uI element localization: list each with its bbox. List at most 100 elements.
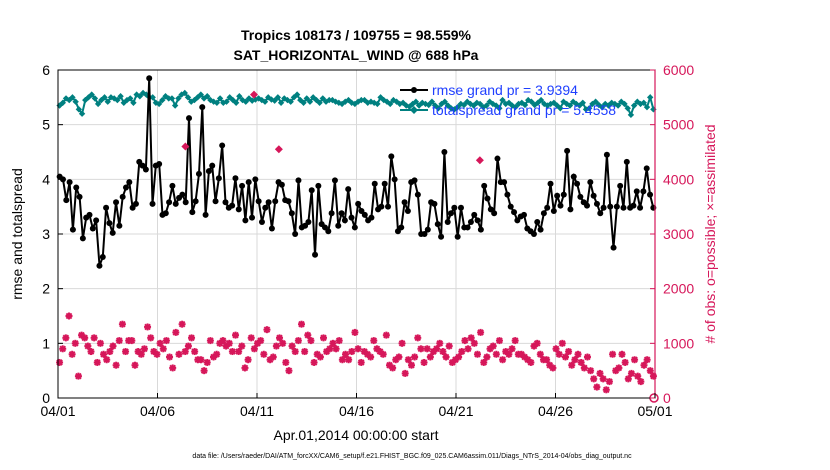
obs-point — [379, 350, 387, 358]
totalspread-point — [197, 91, 205, 98]
obs-point — [558, 339, 566, 347]
totalspread-point — [608, 99, 615, 106]
rmse-point — [404, 208, 411, 215]
obs-point — [137, 350, 145, 358]
y-axis-label-right: # of obs: o=possible; ×=assimilated — [702, 124, 718, 343]
totalspread-point — [326, 96, 333, 104]
totalspread-point — [306, 98, 314, 105]
totalspread-point — [618, 98, 625, 105]
rmse-point — [305, 218, 312, 225]
totalspread-point — [534, 99, 542, 106]
totalspread-point — [165, 95, 172, 102]
obs-point — [247, 334, 255, 342]
x-tick-label: 04/11 — [240, 403, 274, 419]
rmse-point — [537, 226, 544, 233]
obs-point — [106, 348, 114, 356]
totalspread-point — [441, 98, 448, 105]
left-tick-label: 5 — [42, 117, 50, 133]
rmse-point — [186, 115, 193, 122]
obs-point — [175, 350, 183, 358]
right-tick-label: 1000 — [663, 335, 694, 351]
rmse-point — [312, 251, 319, 258]
obs-point — [495, 337, 503, 345]
rmse-point — [570, 173, 577, 180]
obs-point — [103, 356, 111, 364]
totalspread-point — [650, 106, 657, 113]
rmse-point — [258, 218, 265, 225]
left-axis-ticks: 0 1 2 3 4 5 6 — [42, 62, 63, 406]
rmse-point — [268, 225, 275, 232]
obs-point — [81, 334, 89, 342]
totalspread-point — [194, 94, 201, 101]
rmse-point — [93, 217, 100, 224]
obs-point — [442, 353, 450, 361]
rmse-point — [113, 199, 120, 206]
obs-point — [552, 345, 560, 353]
rmse-point — [494, 155, 501, 162]
obs-point — [166, 353, 174, 361]
rmse-point — [162, 210, 169, 217]
obs-point — [357, 358, 365, 366]
highlight-point — [274, 145, 283, 154]
right-axis-ticks: 0 1000 2000 3000 4000 5000 6000 — [650, 62, 694, 406]
rmse-point — [119, 193, 126, 200]
rmse-point — [89, 225, 96, 232]
rmse-point — [278, 181, 285, 188]
totalspread-point — [630, 102, 638, 109]
rmse-point — [593, 200, 600, 207]
obs-point — [68, 350, 76, 358]
obs-point — [577, 358, 585, 366]
totalspread-point — [232, 99, 240, 106]
grid — [58, 70, 655, 398]
rmse-point — [116, 222, 123, 229]
obs-point — [631, 356, 639, 364]
obs-point — [596, 369, 604, 377]
obs-point — [332, 345, 340, 353]
rmse-point — [457, 204, 464, 211]
totalspread-point — [614, 102, 622, 109]
obs-point — [100, 350, 108, 358]
rmse-point — [335, 222, 342, 229]
obs-point — [115, 337, 123, 345]
left-tick-label: 3 — [42, 226, 50, 242]
obs-point — [219, 337, 227, 345]
obs-point — [436, 339, 444, 347]
obs-point — [404, 356, 412, 364]
obs-point — [351, 328, 359, 336]
obs-point — [618, 350, 626, 358]
totalspread-point — [216, 95, 224, 102]
obs-point — [250, 345, 258, 353]
obs-point — [181, 348, 189, 356]
totalspread-point — [75, 106, 83, 113]
obs-point — [335, 337, 343, 345]
rmse-point — [587, 179, 594, 186]
obs-point — [571, 356, 579, 364]
totalspread-point — [483, 102, 490, 109]
obs-point — [109, 342, 117, 350]
obs-point — [483, 353, 491, 361]
totalspread-point — [149, 94, 156, 101]
obs-point — [140, 345, 148, 353]
rmse-point — [288, 210, 295, 217]
right-tick-label: 2000 — [663, 281, 694, 297]
totalspread-point — [499, 96, 506, 104]
rmse-point — [262, 204, 269, 211]
rmse-point — [590, 192, 597, 199]
obs-point — [587, 367, 595, 375]
obs-point — [342, 350, 350, 358]
rmse-point — [464, 224, 471, 231]
obs-point — [338, 356, 346, 364]
rmse-point — [205, 168, 212, 175]
rmse-point — [295, 177, 302, 184]
rmse-point — [331, 177, 338, 184]
rmse-point — [245, 179, 252, 186]
totalspread-point — [560, 98, 567, 105]
obs-point — [565, 348, 573, 356]
rmse-point — [424, 226, 431, 233]
rmse-point — [345, 186, 352, 193]
obs-point — [414, 334, 422, 342]
left-tick-label: 1 — [42, 335, 50, 351]
right-tick-label: 0 — [663, 390, 671, 406]
rmse-point — [501, 179, 508, 186]
